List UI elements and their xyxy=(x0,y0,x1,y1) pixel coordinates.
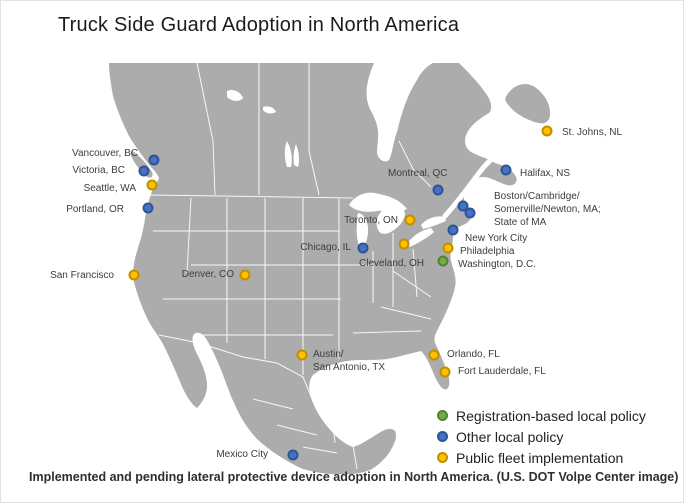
city-label-orlando: Orlando, FL xyxy=(447,348,500,361)
city-label-washington-dc: Washington, D.C. xyxy=(458,258,536,271)
city-label-line: Seattle, WA xyxy=(83,182,136,194)
city-label-line: Cleveland, OH xyxy=(359,257,425,269)
city-label-line: Boston/Cambridge/ xyxy=(494,190,580,202)
city-label-st-johns: St. Johns, NL xyxy=(562,126,622,139)
city-label-halifax: Halifax, NS xyxy=(520,167,570,180)
city-label-line: Montreal, QC xyxy=(388,167,448,179)
city-label-montreal: Montreal, QC xyxy=(388,167,447,180)
lake-ontario-shape xyxy=(421,216,446,229)
lake-huron-shape xyxy=(376,204,405,234)
st-lawrence-river-shape xyxy=(442,152,500,219)
city-marker-new-york-city xyxy=(447,224,459,236)
city-marker-victoria xyxy=(138,165,150,177)
city-label-line: Vancouver, BC xyxy=(72,147,138,159)
city-marker-boston-area-2 xyxy=(464,207,476,219)
image-caption: Implemented and pending lateral protecti… xyxy=(29,470,679,484)
city-label-line: Washington, D.C. xyxy=(458,258,536,270)
city-label-line: Philadelphia xyxy=(460,245,515,257)
city-marker-vancouver xyxy=(148,154,160,166)
city-label-austin-san-antonio: Austin/San Antonio, TX xyxy=(313,348,385,374)
city-label-chicago: Chicago, IL xyxy=(300,241,351,254)
city-label-victoria: Victoria, BC xyxy=(72,164,125,177)
city-label-line: New York City xyxy=(465,232,528,244)
landmass-shape xyxy=(109,63,517,475)
city-label-portland: Portland, OR xyxy=(66,203,124,216)
city-label-boston-area: Boston/Cambridge/Somerville/Newton, MA; S… xyxy=(494,190,601,229)
city-label-vancouver: Vancouver, BC xyxy=(72,147,138,160)
city-label-cleveland: Cleveland, OH xyxy=(359,257,424,270)
city-label-line: State of MA xyxy=(494,216,547,228)
city-label-line: San Antonio, TX xyxy=(313,362,386,373)
city-marker-washington-dc xyxy=(437,255,449,267)
city-label-seattle: Seattle, WA xyxy=(84,182,136,195)
city-marker-st-johns xyxy=(541,125,553,137)
city-label-mexico-city: Mexico City xyxy=(216,448,268,461)
city-label-new-york-city: New York City xyxy=(465,232,527,245)
lake-erie-shape xyxy=(407,228,434,247)
city-marker-philadelphia xyxy=(442,242,454,254)
page-title: Truck Side Guard Adoption in North Ameri… xyxy=(58,14,460,36)
city-label-line: Fort Lauderdale, FL xyxy=(458,365,546,377)
city-label-fort-lauderdale: Fort Lauderdale, FL xyxy=(458,365,546,378)
city-label-line: Halifax, NS xyxy=(520,167,571,179)
city-label-denver: Denver, CO xyxy=(182,268,234,281)
legend-item-public-fleet-implementation: Public fleet implementation xyxy=(437,449,646,466)
city-label-line: Austin/ xyxy=(313,349,344,360)
city-label-toronto: Toronto, ON xyxy=(344,214,398,227)
other-local-policy-dot-icon xyxy=(437,431,448,442)
newfoundland-shape xyxy=(505,84,551,124)
registration-based-local-policy-dot-icon xyxy=(437,410,448,421)
city-label-line: Victoria, BC xyxy=(72,164,125,176)
state-borders-lines xyxy=(149,62,432,470)
legend-label: Public fleet implementation xyxy=(456,449,624,466)
city-label-line: St. Johns, NL xyxy=(562,126,623,138)
city-label-line: Chicago, IL xyxy=(300,241,351,253)
city-marker-chicago xyxy=(357,242,369,254)
legend-label: Other local policy xyxy=(456,428,564,445)
city-label-philadelphia: Philadelphia xyxy=(460,245,515,258)
city-label-line: Denver, CO xyxy=(181,268,234,280)
legend-item-other-local-policy: Other local policy xyxy=(437,428,646,445)
city-marker-orlando xyxy=(428,349,440,361)
city-marker-san-francisco xyxy=(128,269,140,281)
city-marker-fort-lauderdale xyxy=(439,366,451,378)
northern-lake-shape xyxy=(227,89,243,101)
city-marker-mexico-city xyxy=(287,449,299,461)
northern-lake-2-shape xyxy=(263,106,276,114)
public-fleet-implementation-dot-icon xyxy=(437,452,448,463)
lake-manitoba-shape xyxy=(293,144,300,167)
lake-michigan-shape xyxy=(356,213,369,249)
city-label-line: Somerville/Newton, MA; xyxy=(494,203,601,215)
legend: Registration-based local policy Other loc… xyxy=(437,408,646,471)
legend-label: Registration-based local policy xyxy=(456,407,646,424)
city-label-line: Toronto, ON xyxy=(344,214,398,226)
city-marker-denver xyxy=(239,269,251,281)
city-marker-halifax xyxy=(500,164,512,176)
city-marker-austin-san-antonio xyxy=(296,349,308,361)
lake-winnipeg-shape xyxy=(284,141,292,167)
city-label-line: Mexico City xyxy=(216,448,268,460)
city-label-line: San Francisco xyxy=(50,269,114,281)
city-label-line: Orlando, FL xyxy=(447,348,500,360)
lakes-shapes xyxy=(227,89,500,249)
city-label-san-francisco: San Francisco xyxy=(50,269,114,282)
city-marker-boston-area xyxy=(457,200,469,212)
city-marker-cleveland xyxy=(398,238,410,250)
city-marker-portland xyxy=(142,202,154,214)
city-marker-seattle xyxy=(146,179,158,191)
city-marker-montreal xyxy=(432,184,444,196)
city-label-line: Portland, OR xyxy=(66,203,124,215)
city-marker-toronto xyxy=(404,214,416,226)
legend-item-registration-based-local-policy: Registration-based local policy xyxy=(437,407,646,424)
